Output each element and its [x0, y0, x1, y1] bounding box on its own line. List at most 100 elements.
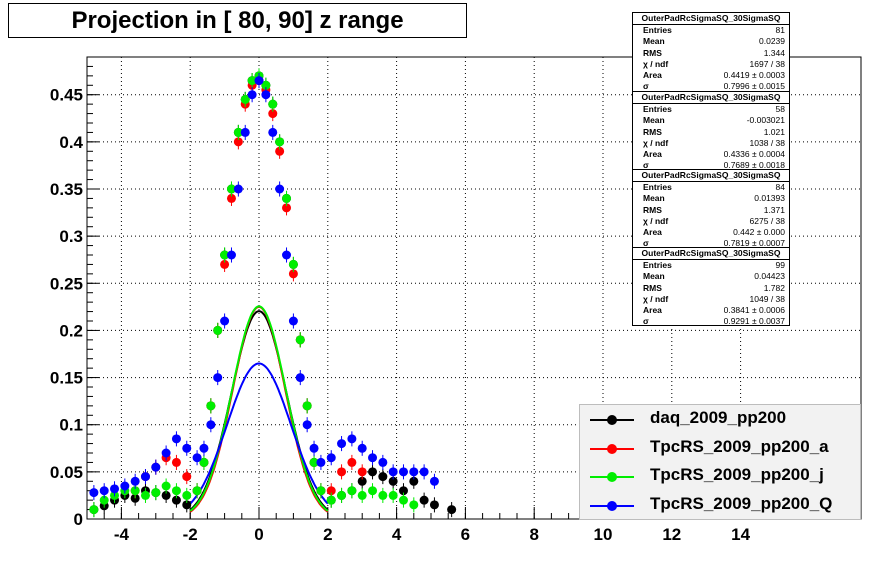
stats-key: Mean — [643, 36, 665, 47]
data-point — [140, 490, 150, 500]
stats-value: 1038 / 38 — [749, 137, 785, 148]
data-point — [220, 259, 230, 269]
data-point — [220, 250, 230, 260]
stats-key: RMS — [643, 126, 662, 137]
data-point — [120, 481, 130, 491]
data-point — [378, 490, 388, 500]
data-point — [419, 495, 429, 505]
data-point — [199, 457, 209, 467]
data-point — [337, 439, 347, 449]
data-point — [337, 490, 347, 500]
data-point — [378, 457, 388, 467]
data-point — [99, 495, 109, 505]
data-point — [247, 76, 257, 86]
data-point — [275, 146, 285, 156]
data-point — [161, 448, 171, 458]
data-point — [110, 484, 120, 494]
data-point — [302, 420, 312, 430]
stats-row: Mean 0.0239 — [633, 36, 789, 47]
data-point — [309, 457, 319, 467]
stats-row: Entries 99 — [633, 260, 789, 271]
stats-key: Area — [643, 70, 662, 81]
data-point — [282, 250, 292, 260]
stats-value: 0.0239 — [759, 36, 785, 47]
data-point — [357, 476, 367, 486]
y-tick-label: 0.1 — [59, 416, 83, 435]
stats-row: χ / ndf 1697 / 38 — [633, 59, 789, 70]
stats-key: Entries — [643, 260, 672, 271]
stats-key: RMS — [643, 204, 662, 215]
stats-value: -0.003021 — [746, 115, 785, 126]
data-point — [347, 434, 357, 444]
legend-marker — [607, 472, 617, 482]
stats-value: 0.442 ± 0.000 — [733, 227, 785, 238]
stats-row: Mean 0.04423 — [633, 271, 789, 282]
stats-value: 1.344 — [763, 47, 785, 58]
data-point — [347, 486, 357, 496]
stats-key: Mean — [643, 115, 665, 126]
stats-key: RMS — [643, 282, 662, 293]
stats-key: χ / ndf — [643, 58, 669, 69]
data-point — [261, 90, 271, 100]
legend: daq_2009_pp200 TpcRS_2009_pp200_a TpcRS_20… — [579, 404, 861, 520]
data-point — [268, 127, 278, 137]
y-tick-label: 0.05 — [50, 463, 83, 482]
x-tick-label: 8 — [529, 525, 538, 544]
data-point — [316, 486, 326, 496]
data-point — [261, 80, 271, 90]
stats-box-title: OuterPadRcSigmaSQ_30SigmaSQ — [633, 248, 789, 261]
data-point — [226, 250, 236, 260]
data-point — [240, 94, 250, 104]
stats-key: Area — [643, 149, 662, 160]
stats-key: Area — [643, 305, 662, 316]
data-point — [192, 486, 202, 496]
stats-value: 0.01393 — [754, 193, 785, 204]
y-tick-label: 0 — [74, 510, 83, 529]
data-point — [161, 490, 171, 500]
data-point — [347, 457, 357, 467]
data-point — [233, 137, 243, 147]
data-point — [89, 488, 99, 498]
stats-key: Entries — [643, 104, 672, 115]
data-point — [429, 500, 439, 510]
stats-key: σ — [643, 160, 649, 171]
x-tick-label: -4 — [114, 525, 130, 544]
data-point — [140, 472, 150, 482]
data-point — [213, 325, 223, 335]
data-point — [409, 476, 419, 486]
data-point — [182, 500, 192, 510]
x-tick-label: 4 — [392, 525, 402, 544]
stats-key: Entries — [643, 182, 672, 193]
x-tick-label: 0 — [254, 525, 263, 544]
stats-row: RMS 1.344 — [633, 48, 789, 59]
data-point — [182, 472, 192, 482]
legend-label: TpcRS_2009_pp200_a — [650, 436, 829, 456]
data-point — [182, 443, 192, 453]
stats-value: 0.9291 ± 0.0037 — [723, 316, 785, 327]
stats-value: 1697 / 38 — [749, 58, 785, 69]
stats-row: σ 0.7996 ± 0.0015 — [633, 81, 789, 92]
data-point — [419, 467, 429, 477]
data-point — [282, 193, 292, 203]
stats-row: Area 0.442 ± 0.000 — [633, 227, 789, 238]
stats-key: Area — [643, 227, 662, 238]
data-point — [213, 373, 223, 383]
chart-title: Projection in [ 80, 90] z range — [8, 3, 467, 38]
data-point — [151, 462, 161, 472]
stats-row: RMS 1.371 — [633, 205, 789, 216]
stats-row: Area 0.4419 ± 0.0003 — [633, 70, 789, 81]
data-point — [326, 495, 336, 505]
stats-key: RMS — [643, 47, 662, 58]
data-point — [233, 184, 243, 194]
legend-marker — [607, 415, 617, 425]
stats-value: 1.021 — [763, 126, 785, 137]
stats-row: Mean -0.003021 — [633, 115, 789, 126]
data-point — [206, 420, 216, 430]
data-point — [288, 316, 298, 326]
data-point — [226, 184, 236, 194]
stats-value: 58 — [775, 104, 785, 115]
legend-entry: TpcRS_2009_pp200_a — [580, 434, 862, 463]
data-point — [368, 453, 378, 463]
data-point — [357, 443, 367, 453]
stats-row: σ 0.7689 ± 0.0018 — [633, 160, 789, 171]
